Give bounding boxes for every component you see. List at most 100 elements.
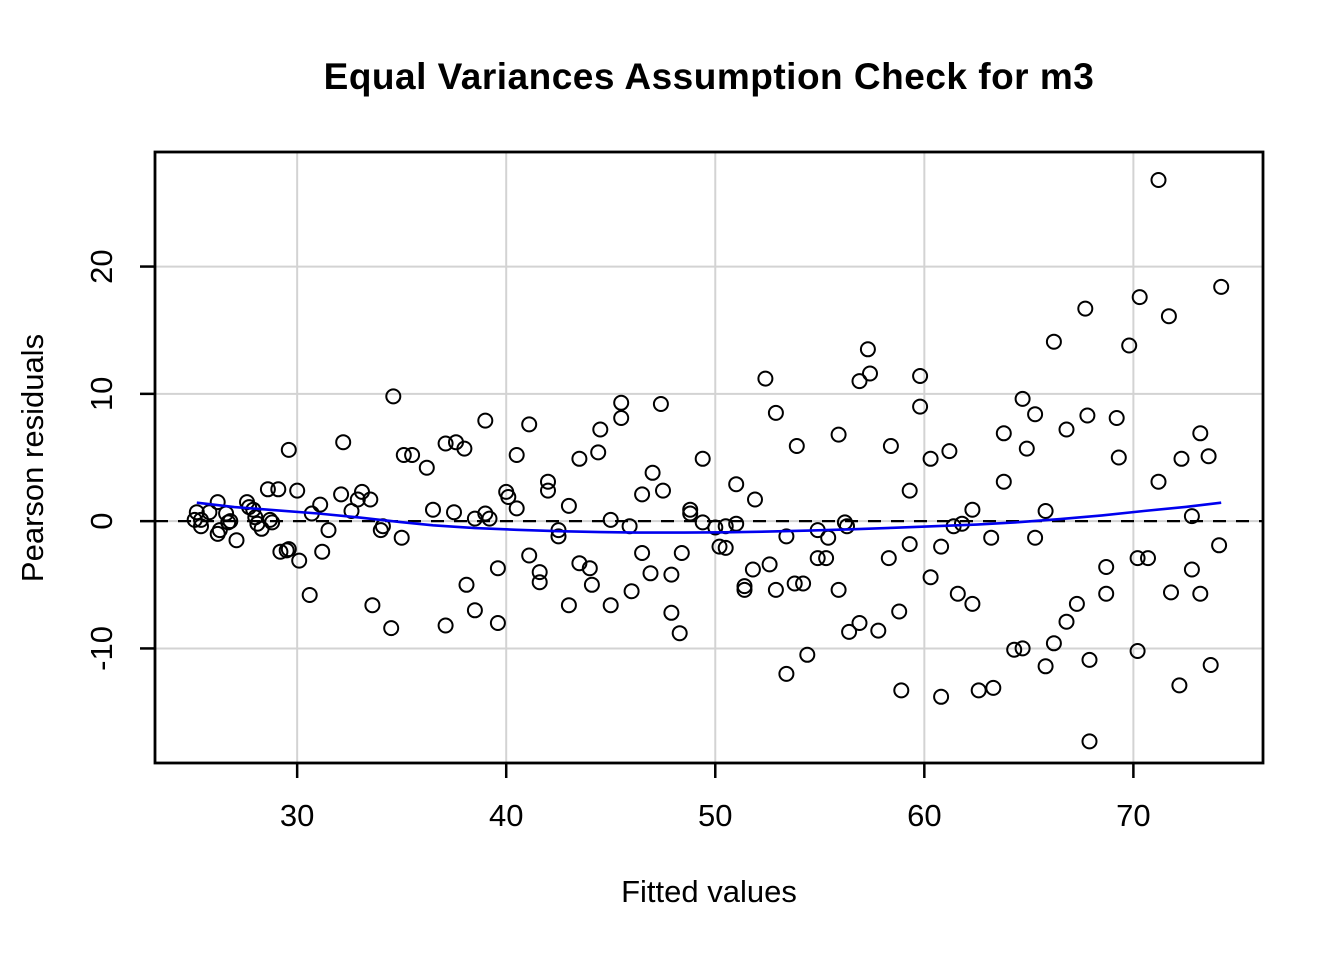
- data-point: [891, 603, 908, 620]
- data-point: [425, 501, 441, 518]
- data-point: [590, 444, 607, 461]
- data-point: [964, 595, 981, 612]
- data-point: [1108, 410, 1125, 426]
- data-point: [1129, 643, 1146, 659]
- data-point: [259, 481, 276, 498]
- data-point: [652, 396, 669, 412]
- data-point: [634, 545, 651, 561]
- data-point: [711, 538, 728, 555]
- data-point: [728, 515, 745, 532]
- data-point: [767, 581, 784, 598]
- data-point: [508, 500, 525, 517]
- data-point: [799, 646, 816, 663]
- data-point: [1213, 278, 1230, 295]
- data-point: [362, 491, 379, 508]
- data-point: [901, 536, 918, 553]
- data-point: [1140, 550, 1156, 567]
- data-point: [193, 518, 209, 535]
- data-point: [795, 575, 812, 592]
- data-point: [851, 615, 868, 631]
- data-point: [540, 473, 556, 490]
- data-point: [1037, 503, 1054, 519]
- data-point: [1200, 448, 1217, 465]
- data-point: [1129, 550, 1146, 567]
- data-point: [694, 450, 711, 467]
- plot-border: [153, 150, 1265, 765]
- x-tick-label: 60: [907, 798, 941, 833]
- data-point: [870, 622, 887, 639]
- data-point: [985, 679, 1002, 696]
- x-tick-label: 40: [489, 798, 523, 833]
- data-point: [446, 504, 462, 521]
- data-point: [1202, 657, 1219, 673]
- data-point: [778, 528, 795, 545]
- data-point: [1027, 529, 1044, 546]
- data-point: [335, 434, 352, 451]
- x-tick-label: 50: [698, 798, 732, 833]
- data-point: [912, 368, 929, 384]
- data-point: [761, 556, 778, 573]
- data-point: [1173, 450, 1190, 467]
- data-point: [404, 447, 421, 463]
- data-point: [644, 464, 661, 481]
- data-point: [521, 547, 538, 564]
- data-point: [830, 426, 847, 443]
- data-point: [623, 583, 640, 600]
- data-point: [933, 688, 950, 705]
- data-point: [272, 543, 289, 560]
- data-point: [481, 510, 498, 527]
- data-point: [262, 511, 278, 528]
- data-point: [383, 620, 400, 637]
- data-point: [1171, 677, 1188, 694]
- data-point: [560, 497, 577, 514]
- data-point: [757, 370, 774, 387]
- data-point: [364, 597, 381, 614]
- data-point: [1183, 561, 1200, 578]
- data-point: [767, 404, 784, 421]
- data-point: [333, 486, 350, 503]
- data-point: [728, 476, 745, 493]
- data-point: [571, 450, 588, 467]
- data-point: [922, 450, 939, 467]
- data-point: [964, 501, 981, 518]
- data-point: [1006, 641, 1023, 658]
- y-axis-label: Pearson residuals: [15, 333, 50, 583]
- data-point: [550, 528, 567, 545]
- loess-curve: [196, 501, 1222, 534]
- data-point: [1068, 595, 1085, 612]
- data-point: [320, 522, 337, 539]
- data-point: [1183, 508, 1200, 525]
- data-point: [301, 587, 318, 603]
- data-point: [1045, 333, 1062, 350]
- data-point: [393, 529, 410, 546]
- data-point: [508, 447, 525, 463]
- data-point: [289, 482, 306, 499]
- data-point: [717, 539, 734, 556]
- data-point: [264, 514, 281, 531]
- data-point: [188, 504, 205, 521]
- y-tick-label: 10: [84, 377, 119, 411]
- data-point: [349, 491, 366, 508]
- data-point: [880, 550, 897, 567]
- data-point: [1081, 733, 1098, 750]
- data-point: [1058, 421, 1075, 438]
- data-point: [893, 682, 910, 699]
- data-point: [540, 482, 556, 499]
- data-point: [1018, 440, 1035, 457]
- data-point: [1077, 300, 1094, 317]
- data-point: [602, 511, 619, 528]
- data-point: [1045, 635, 1062, 652]
- x-tick-label: 30: [280, 798, 314, 833]
- data-point: [941, 443, 958, 460]
- data-point: [862, 365, 878, 382]
- data-point: [280, 541, 297, 558]
- data-point: [583, 576, 600, 593]
- data-point: [747, 491, 763, 508]
- data-point: [500, 489, 517, 505]
- data-point: [809, 550, 826, 567]
- data-point: [1027, 406, 1044, 423]
- data-point: [673, 545, 690, 561]
- data-point: [385, 388, 402, 405]
